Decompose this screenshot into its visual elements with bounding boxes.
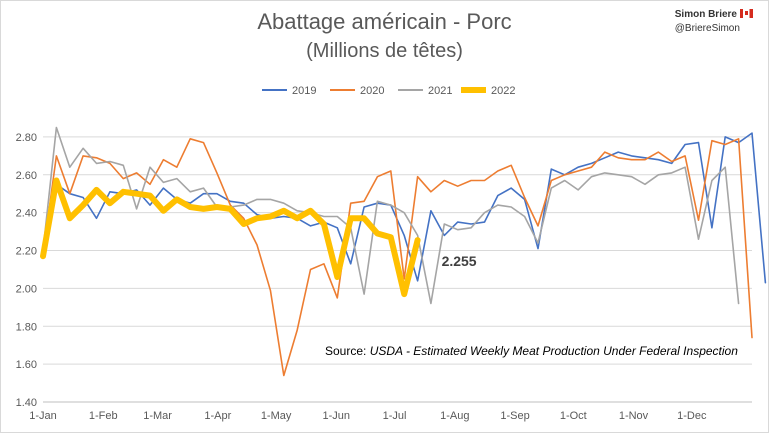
author-name: Simon Briere — [674, 9, 737, 20]
series-line-2021 — [42, 126, 740, 305]
author-credit: Simon Briere @BriereSimon — [675, 8, 753, 36]
chart-subtitle: (Millions de têtes) — [306, 40, 463, 62]
x-tick-label: 1-Jan — [29, 410, 57, 422]
y-tick-label: 2.20 — [16, 246, 37, 258]
x-tick-label: 1-Jun — [323, 410, 351, 422]
series-lines — [40, 126, 767, 377]
author-handle: @BriereSimon — [674, 23, 740, 34]
x-tick-label: 1-Aug — [440, 410, 469, 422]
y-tick-label: 1.60 — [16, 359, 37, 371]
legend: 2019 2020 2021 2022 — [262, 85, 515, 97]
legend-label-2020: 2020 — [360, 85, 384, 97]
source-separator: - — [402, 344, 414, 358]
source-note: Source: USDA - Estimated Weekly Meat Pro… — [325, 344, 738, 358]
y-tick-label: 2.40 — [16, 208, 37, 220]
x-tick-label: 1-Apr — [204, 410, 231, 422]
x-tick-label: 1-Feb — [89, 410, 118, 422]
y-tick-label: 1.40 — [16, 397, 37, 409]
series-line-2019 — [42, 132, 767, 284]
y-tick-label: 2.60 — [16, 170, 37, 182]
source-prefix: Source: — [325, 344, 370, 358]
source-detail: Estimated Weekly Meat Production Under F… — [413, 344, 738, 358]
series-line-2022 — [40, 177, 421, 298]
x-tick-label: 1-May — [261, 410, 292, 422]
canada-flag-icon — [740, 9, 753, 18]
x-tick-label: 1-Nov — [619, 410, 649, 422]
y-tick-label: 1.80 — [16, 321, 37, 333]
legend-label-2022: 2022 — [491, 85, 515, 97]
legend-label-2019: 2019 — [292, 85, 316, 97]
x-tick-label: 1-Jul — [383, 410, 407, 422]
series-line-2020 — [42, 138, 753, 377]
x-axis: 1-Jan 1-Feb 1-Mar 1-Apr 1-May 1-Jun 1-Jul 1-Aug… — [29, 401, 752, 422]
y-axis: 1.40 1.60 1.80 2.00 2.20 2.40 2.60 2.80 — [16, 132, 37, 409]
x-tick-label: 1-Oct — [560, 410, 587, 422]
x-tick-label: 1-Mar — [143, 410, 172, 422]
source-org: USDA — [369, 344, 403, 358]
y-tick-label: 2.00 — [16, 283, 37, 295]
chart-title: Abattage américain - Porc — [257, 9, 512, 34]
y-tick-label: 2.80 — [16, 132, 37, 144]
legend-label-2021: 2021 — [428, 85, 452, 97]
last-value-label: 2.255 — [442, 253, 477, 269]
x-tick-label: 1-Sep — [500, 410, 529, 422]
x-tick-label: 1-Dec — [677, 410, 707, 422]
